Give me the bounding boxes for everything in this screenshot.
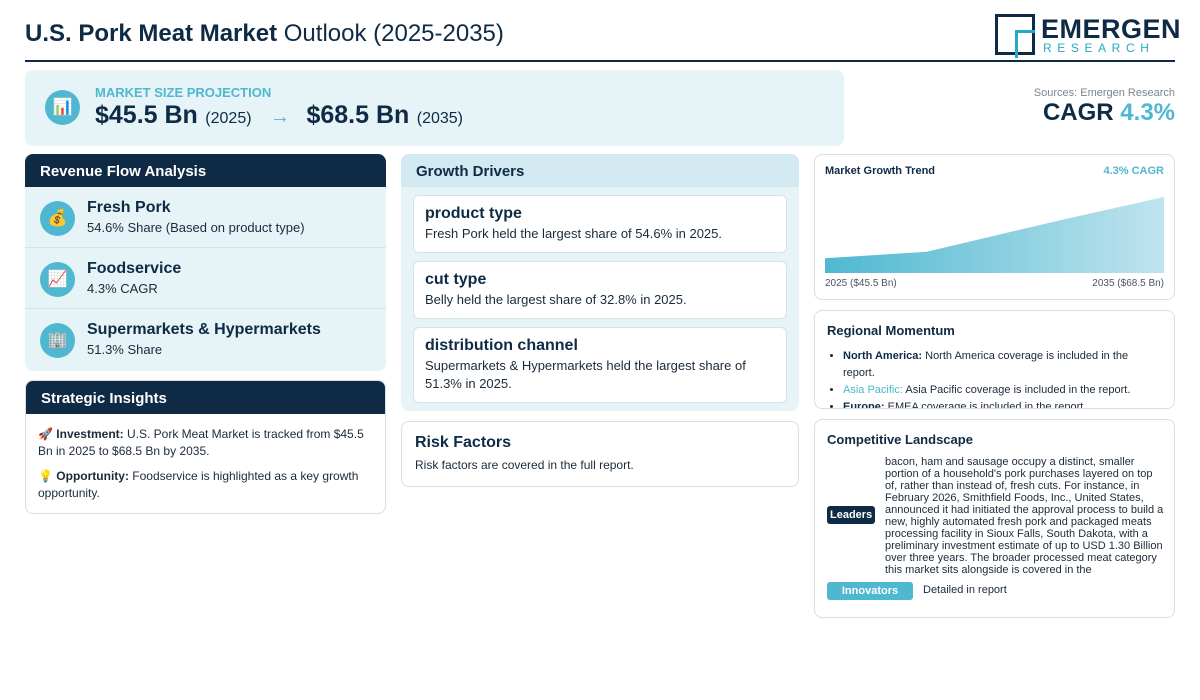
- region-text: North America coverage is included in th…: [843, 350, 1129, 379]
- investment-label: Investment:: [56, 427, 124, 441]
- driver-desc: Supermarkets & Hypermarkets held the lar…: [425, 358, 746, 391]
- region-text: Asia Pacific coverage is included in the…: [902, 384, 1131, 396]
- revenue-item-desc: 4.3% CAGR: [87, 281, 158, 296]
- logo-sub-text: RESEARCH: [1043, 41, 1155, 55]
- emergen-research-logo[interactable]: EMERGEN RESEARCH: [995, 14, 1181, 58]
- page-header: U.S. Pork Meat Market Outlook (2025-2035…: [25, 12, 1181, 62]
- opportunity-insight: 💡 Opportunity: Foodservice is highlighte…: [38, 468, 373, 502]
- regional-list: North America: North America coverage is…: [827, 348, 1162, 409]
- trend-area-chart: [825, 197, 1164, 273]
- innovators-badge: Innovators: [827, 582, 913, 600]
- competitive-landscape-card: Competitive Landscape Leaders bacon, ham…: [814, 419, 1175, 618]
- revenue-item-foodservice: 📈 Foodservice 4.3% CAGR: [25, 248, 386, 309]
- title-bold: U.S. Pork Meat Market: [25, 20, 278, 47]
- cagr-value: 4.3%: [1120, 99, 1175, 126]
- growth-drivers-card: Growth Drivers product type Fresh Pork h…: [401, 154, 799, 411]
- growth-drivers-heading: Growth Drivers: [401, 154, 799, 187]
- region-text: EMEA coverage is included in the report.: [884, 401, 1087, 409]
- region-europe: Europe: EMEA coverage is included in the…: [843, 399, 1162, 409]
- region-label: North America:: [843, 350, 923, 362]
- investment-insight: 🚀 Investment: U.S. Pork Meat Market is t…: [38, 426, 373, 460]
- risk-factors-card: Risk Factors Risk factors are covered in…: [401, 421, 799, 487]
- revenue-item-name: Foodservice: [87, 260, 182, 277]
- trend-cagr: 4.3% CAGR: [1103, 165, 1164, 177]
- revenue-flow-card: Revenue Flow Analysis 💰 Fresh Pork 54.6%…: [25, 154, 386, 371]
- innovators-text: Detailed in report: [923, 584, 1007, 596]
- chart-increasing-icon: 📈: [40, 262, 75, 297]
- end-value: $68.5 Bn: [306, 101, 410, 129]
- market-growth-trend-card: Market Growth Trend 4.3% CAGR 2025 ($45.…: [814, 154, 1175, 300]
- driver-title: cut type: [425, 271, 487, 288]
- strategic-insights-card: Strategic Insights 🚀 Investment: U.S. Po…: [25, 380, 386, 514]
- risk-factors-desc: Risk factors are covered in the full rep…: [415, 458, 634, 472]
- regional-momentum-card: Regional Momentum North America: North A…: [814, 310, 1175, 409]
- revenue-item-desc: 51.3% Share: [87, 342, 163, 357]
- strategic-insights-body: 🚀 Investment: U.S. Pork Meat Market is t…: [26, 414, 385, 513]
- logo-mark-icon: [995, 14, 1035, 58]
- driver-desc: Belly held the largest share of 32.8% in…: [425, 292, 687, 307]
- driver-title: distribution channel: [425, 337, 578, 354]
- start-value: $45.5 Bn: [95, 101, 198, 129]
- trend-end-label: 2035 ($68.5 Bn): [1092, 278, 1164, 289]
- investment-text: U.S. Pork Meat Market is tracked from $4…: [38, 427, 364, 458]
- revenue-item-supermarkets: 🏢 Supermarkets & Hypermarkets 51.3% Shar…: [25, 309, 386, 370]
- leaders-badge: Leaders: [827, 506, 876, 524]
- region-label: Asia Pacific:: [843, 384, 903, 396]
- strategic-insights-heading: Strategic Insights: [26, 381, 385, 414]
- cagr-display: CAGR 4.3%: [1034, 99, 1175, 127]
- cagr-label: CAGR: [1042, 99, 1114, 126]
- projection-label: MARKET SIZE PROJECTION: [95, 85, 272, 100]
- region-north-america: North America: North America coverage is…: [843, 348, 1162, 382]
- revenue-item-desc: 54.6% Share (Based on product type): [87, 220, 305, 235]
- driver-product-type: product type Fresh Pork held the largest…: [413, 195, 787, 253]
- money-bag-icon: 💰: [40, 201, 75, 236]
- regional-momentum-heading: Regional Momentum: [827, 323, 955, 338]
- trend-title: Market Growth Trend: [825, 165, 936, 177]
- building-icon: 🏢: [40, 323, 75, 358]
- lightbulb-icon: 💡: [38, 469, 53, 483]
- driver-cut-type: cut type Belly held the largest share of…: [413, 261, 787, 319]
- opportunity-text: Foodservice is highlighted as a key grow…: [38, 469, 359, 500]
- revenue-item-fresh-pork: 💰 Fresh Pork 54.6% Share (Based on produ…: [25, 187, 386, 248]
- logo-main-text: EMERGEN: [1041, 14, 1182, 44]
- cagr-summary: Sources: Emergen Research CAGR 4.3%: [1034, 87, 1175, 127]
- revenue-item-name: Supermarkets & Hypermarkets: [87, 321, 321, 338]
- title-rest: Outlook (2025-2035): [277, 20, 504, 47]
- start-year: (2025): [205, 110, 252, 127]
- competitive-landscape-heading: Competitive Landscape: [827, 432, 973, 447]
- region-asia-pacific: Asia Pacific: Asia Pacific coverage is i…: [843, 382, 1162, 399]
- revenue-item-name: Fresh Pork: [87, 199, 171, 216]
- opportunity-label: Opportunity:: [56, 469, 129, 483]
- leaders-text: bacon, ham and sausage occupy a distinct…: [885, 456, 1164, 576]
- projection-values: $45.5 Bn (2025) → $68.5 Bn (2035): [95, 101, 463, 130]
- market-size-projection: 📊 MARKET SIZE PROJECTION $45.5 Bn (2025)…: [25, 70, 844, 146]
- driver-distribution-channel: distribution channel Supermarkets & Hype…: [413, 327, 787, 403]
- driver-desc: Fresh Pork held the largest share of 54.…: [425, 226, 723, 241]
- risk-factors-heading: Risk Factors: [415, 434, 512, 451]
- region-label: Europe:: [843, 401, 885, 409]
- rocket-icon: 🚀: [38, 427, 53, 441]
- trend-start-label: 2025 ($45.5 Bn): [825, 278, 897, 289]
- arrow-right-icon: →: [270, 106, 290, 128]
- page-title: U.S. Pork Meat Market Outlook (2025-2035…: [25, 20, 504, 48]
- driver-title: product type: [425, 205, 522, 222]
- sources-text: Sources: Emergen Research: [1033, 87, 1175, 99]
- end-year: (2035): [416, 110, 463, 127]
- bar-chart-icon: 📊: [45, 90, 80, 125]
- trend-area-series: [825, 197, 1164, 273]
- revenue-flow-heading: Revenue Flow Analysis: [25, 154, 386, 187]
